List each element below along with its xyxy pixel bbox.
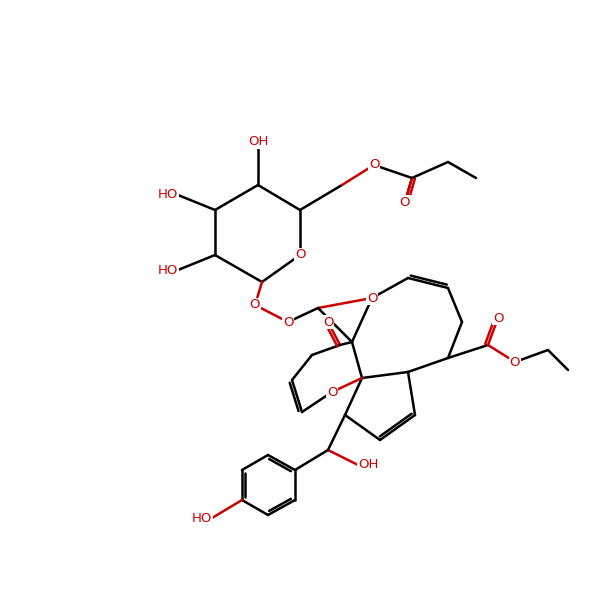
Text: O: O: [250, 298, 260, 311]
Text: O: O: [295, 248, 305, 262]
Text: O: O: [327, 385, 337, 398]
Text: O: O: [510, 355, 520, 368]
Text: O: O: [369, 158, 379, 172]
Text: OH: OH: [248, 135, 268, 148]
Text: O: O: [400, 196, 410, 208]
Text: O: O: [367, 292, 377, 304]
Text: O: O: [493, 311, 503, 325]
Text: HO: HO: [191, 511, 212, 524]
Text: HO: HO: [158, 263, 178, 277]
Text: O: O: [323, 316, 333, 329]
Text: HO: HO: [158, 188, 178, 202]
Text: O: O: [283, 316, 293, 329]
Text: OH: OH: [358, 458, 379, 472]
